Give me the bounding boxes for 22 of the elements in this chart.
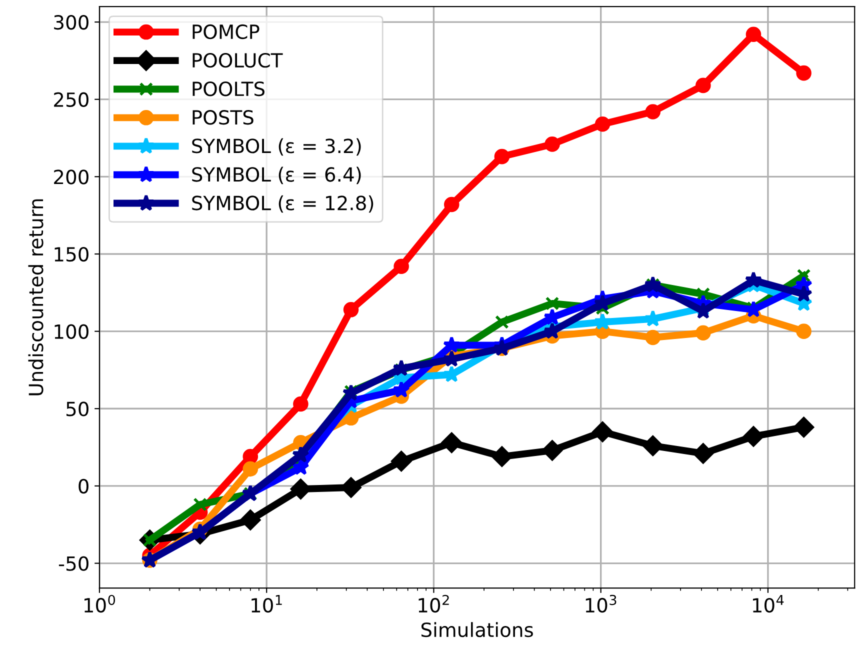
y-tick-label: 250 bbox=[54, 92, 88, 108]
y-tick-label: -50 bbox=[58, 556, 88, 571]
y-tick-label: 200 bbox=[54, 170, 88, 184]
y-tick-label: 300 bbox=[54, 14, 88, 30]
x-tick-label: 10$^{3}$ bbox=[586, 594, 616, 613]
legend-label: SYMBOL (ε = 12.8) bbox=[192, 195, 374, 213]
legend-label: POOLTS bbox=[192, 81, 264, 96]
x-tick-label: 10$^{4}$ bbox=[752, 595, 784, 613]
x-tick-label: 10$^{1}$ bbox=[252, 595, 282, 613]
y-tick-label: 100 bbox=[54, 324, 88, 339]
y-tick-label: 50 bbox=[66, 402, 88, 416]
legend-label: POMCP bbox=[192, 24, 260, 40]
legend-label: POSTS bbox=[192, 110, 254, 125]
legend-label: SYMBOL (ε = 6.4) bbox=[192, 166, 361, 184]
y-tick-label: 150 bbox=[54, 246, 88, 262]
legend-label: SYMBOL (ε = 3.2) bbox=[192, 138, 361, 156]
x-axis-title: Simulations bbox=[421, 622, 533, 638]
y-axis-title: Undiscounted return bbox=[28, 199, 44, 396]
y-tick-label: 0 bbox=[78, 478, 88, 494]
x-tick-label: 10$^{2}$ bbox=[418, 594, 449, 613]
legend-label: POOLUCT bbox=[192, 52, 283, 68]
x-tick-label: 10$^{0}$ bbox=[84, 594, 116, 613]
